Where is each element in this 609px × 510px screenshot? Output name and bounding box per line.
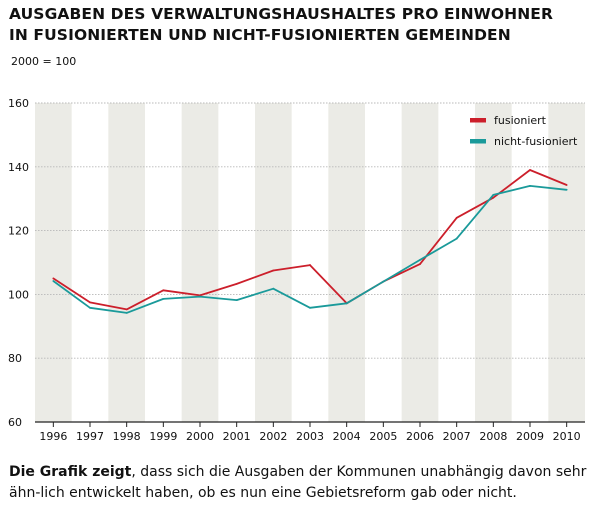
caption-text: , dass sich die Ausgaben der Kommunen un… (9, 464, 587, 501)
x-tick-label: 2007 (443, 430, 471, 443)
data-point-fusioniert (455, 216, 458, 219)
stripe-1998 (108, 103, 145, 422)
stripe-2000 (181, 103, 219, 422)
data-point-fusioniert (52, 277, 55, 280)
data-point-nicht-fusioniert (565, 188, 568, 191)
chart-subtitle: 2000 = 100 (11, 55, 77, 68)
data-point-fusioniert (529, 169, 531, 171)
data-point-nicht-fusioniert (309, 306, 311, 309)
data-point-fusioniert (419, 263, 421, 265)
legend: fusioniert nicht-fusioniert (470, 114, 578, 148)
y-axis-tick-labels: 60 80 100 120 140 160 (8, 97, 29, 429)
data-point-nicht-fusioniert (199, 295, 201, 298)
stripe-2010 (548, 103, 585, 422)
data-point-fusioniert (89, 301, 91, 304)
data-point-nicht-fusioniert (419, 259, 421, 261)
y-tick-label: 60 (8, 416, 22, 429)
line-chart: 60 80 100 120 140 160 1996 1997 1998 1999 2000 200… (8, 97, 585, 443)
data-point-fusioniert (162, 289, 165, 292)
x-tick-label: 2001 (223, 430, 251, 443)
data-point-nicht-fusioniert (455, 237, 458, 240)
data-point-nicht-fusioniert (382, 280, 385, 283)
x-tick-label: 2000 (186, 430, 214, 443)
data-point-nicht-fusioniert (235, 299, 238, 302)
stripe-1996 (35, 103, 72, 422)
chart-title: AUSGABEN DES VERWALTUNGSHAUSHALTES PRO E… (9, 4, 599, 46)
stripe-2006 (401, 103, 439, 422)
data-point-fusioniert (235, 282, 238, 285)
x-tick-label: 1997 (76, 430, 104, 443)
column-stripes (35, 103, 585, 422)
data-point-fusioniert (492, 196, 495, 199)
caption: Die Grafik zeigt, dass sich die Ausgaben… (9, 462, 601, 504)
data-point-nicht-fusioniert (345, 302, 348, 305)
x-tick-label: 1996 (39, 430, 67, 443)
data-point-fusioniert (309, 264, 311, 266)
chart-title-line2: IN FUSIONIERTEN UND NICHT-FUSIONIERTEN G… (9, 26, 511, 44)
stripe-2008 (475, 103, 512, 422)
x-tick-label: 2009 (516, 430, 544, 443)
legend-label: nicht-fusioniert (494, 135, 578, 148)
series-lines (52, 169, 568, 314)
stripe-2002 (255, 103, 292, 422)
x-tick-label: 1998 (113, 430, 141, 443)
x-tick-label: 2006 (406, 430, 434, 443)
x-tick-label: 2003 (296, 430, 324, 443)
data-point-nicht-fusioniert (89, 306, 91, 309)
x-tick-label: 2002 (259, 430, 287, 443)
y-tick-label: 140 (8, 161, 29, 174)
y-tick-label: 100 (8, 288, 29, 301)
x-axis-tick-labels: 1996 1997 1998 1999 2000 2001 2002 2003 2004 2005… (39, 422, 581, 443)
legend-swatch (470, 139, 486, 144)
x-tick-label: 2008 (479, 430, 507, 443)
x-tick-label: 2005 (369, 430, 397, 443)
y-tick-label: 120 (8, 225, 29, 238)
data-point-fusioniert (125, 308, 128, 311)
y-tick-label: 80 (8, 352, 22, 365)
data-point-nicht-fusioniert (125, 312, 128, 314)
stripe-2004 (328, 103, 365, 422)
data-point-nicht-fusioniert (162, 297, 165, 300)
data-point-fusioniert (272, 269, 275, 272)
data-point-nicht-fusioniert (272, 287, 275, 290)
legend-label: fusioniert (494, 114, 547, 127)
legend-swatch (470, 118, 486, 123)
x-tick-label: 1999 (149, 430, 177, 443)
y-tick-label: 160 (8, 97, 29, 110)
data-point-nicht-fusioniert (492, 193, 495, 196)
caption-lead: Die Grafik zeigt (9, 464, 132, 480)
data-point-fusioniert (565, 184, 568, 186)
x-tick-label: 2010 (553, 430, 581, 443)
data-point-nicht-fusioniert (52, 280, 55, 282)
data-point-nicht-fusioniert (529, 185, 531, 187)
x-tick-label: 2004 (333, 430, 361, 443)
chart-title-line1: AUSGABEN DES VERWALTUNGSHAUSHALTES PRO E… (9, 5, 553, 23)
